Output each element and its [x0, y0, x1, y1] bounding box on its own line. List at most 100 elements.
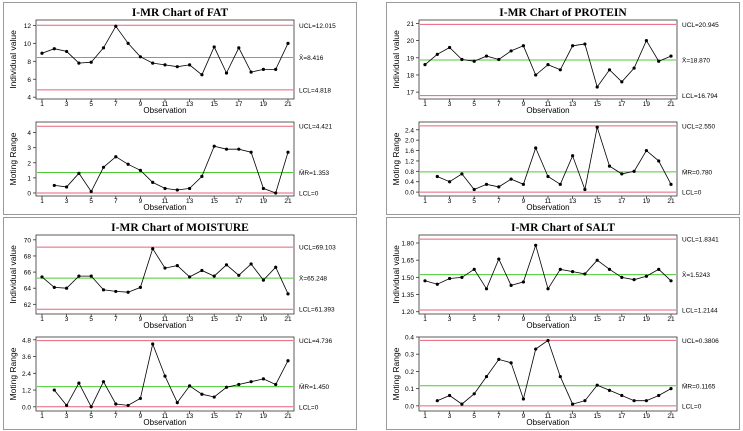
y-tick-label: 66 — [24, 270, 32, 277]
y-axis-label: Individual value — [8, 245, 18, 304]
y-axis-label: Moting Range — [8, 132, 18, 185]
data-point — [126, 403, 130, 408]
x-tick-label: 7 — [497, 316, 501, 323]
chart-panel-moisture: I-MR Chart of MOISTURE 62 64 66 68 70 1 3 5 7 9 11… — [3, 217, 357, 430]
y-axis-label: Moting Range — [8, 347, 18, 400]
data-point — [138, 396, 142, 401]
data-point — [583, 42, 587, 46]
data-point — [77, 61, 81, 65]
x-tick-label: 21 — [284, 101, 292, 108]
data-point — [423, 279, 427, 283]
lcl-label: LCL=4.818 — [299, 87, 331, 94]
y-tick-label: 19 — [407, 55, 415, 62]
x-tick-label: 5 — [472, 198, 476, 205]
data-point — [188, 384, 192, 388]
chart-panel-fat: I-MR Chart of FAT 4 6 8 10 12 1 3 5 7 9 11 13 15 17 19… — [3, 2, 357, 215]
data-point — [89, 274, 93, 278]
x-tick-label: 7 — [497, 101, 501, 108]
x-tick-label: 15 — [594, 316, 602, 323]
y-tick-label: 1 — [27, 175, 31, 182]
data-point — [571, 154, 575, 158]
data-point — [261, 278, 265, 282]
chart-title: I-MR Chart of FAT — [131, 7, 229, 19]
data-point — [101, 46, 106, 50]
x-tick-label: 9 — [522, 101, 526, 108]
y-tick-label: 0.8 — [405, 169, 414, 176]
plot-frame — [35, 336, 295, 412]
y-tick-label: 0.3 — [405, 352, 414, 359]
data-point — [571, 44, 575, 48]
data-point — [620, 393, 624, 398]
data-point — [151, 342, 155, 346]
y-axis-label: Individual value — [391, 245, 401, 304]
x-tick-label: 11 — [162, 101, 169, 108]
data-point — [126, 290, 130, 294]
x-tick-label: 21 — [667, 198, 675, 205]
data-point — [546, 287, 550, 291]
imr-chart-salt: 1.201.351.501.651.801 3 5 7 9 11 13 15 17 19 21Obs… — [391, 234, 719, 427]
data-point — [657, 59, 661, 63]
y-tick-label: 1.20 — [401, 309, 414, 316]
x-tick-label: 19 — [643, 198, 651, 205]
y-tick-label: 21 — [407, 21, 415, 28]
x-tick-label: 11 — [545, 198, 552, 205]
x-tick-label: 13 — [186, 101, 194, 108]
center-label: M̄R=0.1165 — [682, 382, 716, 390]
data-point — [497, 357, 501, 361]
data-point — [237, 273, 241, 277]
y-tick-label: 3.6 — [22, 354, 31, 361]
x-tick-label: 13 — [186, 198, 194, 205]
lcl-label: LCL=0 — [682, 403, 702, 410]
x-tick-label: 1 — [40, 198, 44, 205]
x-tick-label: 1 — [423, 198, 427, 205]
x-tick-label: 7 — [114, 316, 118, 323]
y-tick-label: 4.8 — [22, 337, 31, 344]
data-point — [224, 385, 229, 389]
x-tick-label: 19 — [643, 101, 651, 108]
x-tick-label: 17 — [618, 198, 626, 205]
data-point — [40, 275, 44, 279]
x-tick-label: 21 — [667, 413, 675, 420]
y-tick-label: 17 — [407, 90, 415, 97]
x-axis-label: Observation — [143, 321, 186, 330]
data-point — [138, 285, 142, 289]
data-point — [163, 63, 167, 67]
ucl-label: UCL=4.736 — [299, 338, 332, 345]
data-point — [423, 63, 427, 67]
center-label: M̄R=1.353 — [299, 169, 330, 177]
x-tick-label: 1 — [40, 413, 44, 420]
chart-panel-protein: I-MR Chart of PROTEIN 17 18 19 20 21 1 3 5 7 9 11 1… — [386, 2, 740, 215]
y-tick-label: 0.0 — [405, 190, 414, 197]
y-tick-label: 1.80 — [401, 241, 414, 248]
series-line — [54, 145, 289, 194]
data-point — [435, 174, 439, 179]
data-point — [114, 155, 118, 159]
data-point — [632, 66, 636, 70]
x-tick-label: 3 — [65, 101, 69, 108]
data-point — [509, 177, 513, 181]
x-tick-label: 9 — [522, 198, 526, 205]
data-point — [286, 292, 290, 296]
data-point — [175, 65, 179, 69]
data-point — [188, 275, 192, 279]
x-tick-label: 13 — [569, 316, 577, 323]
series-line — [437, 339, 672, 405]
y-tick-label: 0.2 — [405, 369, 414, 376]
data-point — [435, 282, 439, 286]
data-point — [448, 180, 452, 184]
x-tick-label: 15 — [594, 101, 602, 108]
lcl-label: LCL=0 — [299, 404, 319, 411]
x-tick-label: 15 — [594, 198, 602, 205]
x-tick-label: 7 — [497, 198, 501, 205]
data-point — [632, 169, 636, 173]
data-point — [583, 399, 587, 403]
data-point — [534, 146, 538, 150]
y-tick-label: 10 — [24, 41, 32, 48]
y-tick-label: 0 — [27, 190, 31, 197]
y-tick-label: 0.1 — [405, 386, 414, 393]
data-point — [644, 274, 648, 278]
y-tick-label: 0.0 — [22, 404, 31, 411]
y-tick-label: 1.2 — [405, 158, 414, 165]
data-point — [669, 387, 673, 391]
